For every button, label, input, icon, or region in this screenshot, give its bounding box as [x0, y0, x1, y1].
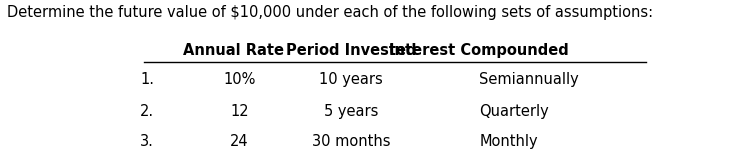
Text: Quarterly: Quarterly — [479, 104, 549, 119]
Text: Period Invested: Period Invested — [286, 43, 416, 58]
Text: 10%: 10% — [223, 72, 256, 87]
Text: 24: 24 — [230, 134, 249, 149]
Text: Annual Rate: Annual Rate — [183, 43, 284, 58]
Text: 30 months: 30 months — [312, 134, 391, 149]
Text: 10 years: 10 years — [319, 72, 383, 87]
Text: 12: 12 — [230, 104, 249, 119]
Text: Determine the future value of $10,000 under each of the following sets of assump: Determine the future value of $10,000 un… — [7, 5, 653, 20]
Text: Interest Compounded: Interest Compounded — [389, 43, 569, 58]
Text: 2.: 2. — [140, 104, 154, 119]
Text: 5 years: 5 years — [324, 104, 378, 119]
Text: 3.: 3. — [140, 134, 154, 149]
Text: Monthly: Monthly — [479, 134, 538, 149]
Text: 1.: 1. — [140, 72, 154, 87]
Text: Semiannually: Semiannually — [479, 72, 579, 87]
